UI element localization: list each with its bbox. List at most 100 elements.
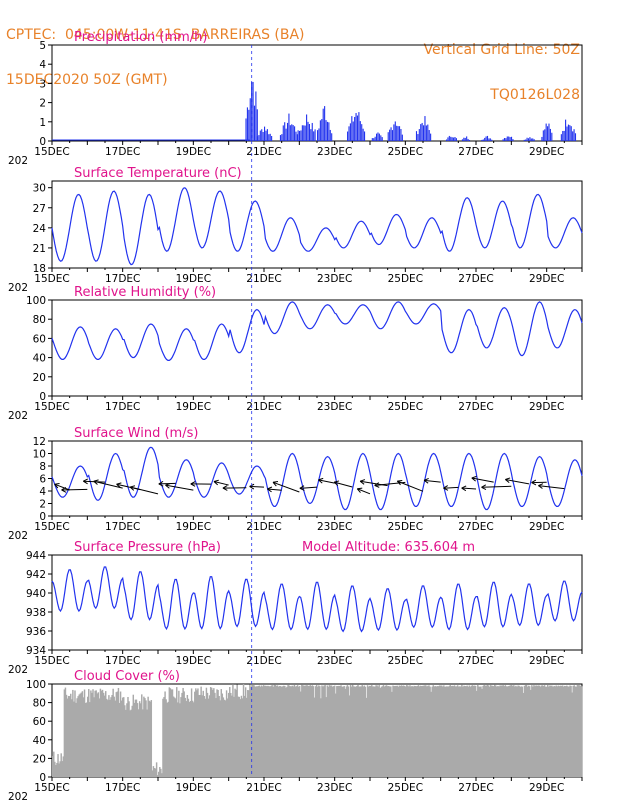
precip-bar <box>313 131 315 141</box>
cloud-bar <box>58 763 60 777</box>
cloud-bar <box>429 686 431 777</box>
cloud-bar <box>480 686 482 777</box>
cloud-bar <box>237 696 239 777</box>
x-axis-year-label: 202 <box>8 282 28 294</box>
panel-title: Surface Pressure (hPa) <box>74 540 221 555</box>
precip-bar <box>258 135 260 141</box>
cloud-bar <box>484 685 486 777</box>
cloud-bar <box>536 685 538 777</box>
cloud-bar <box>184 697 186 777</box>
cloud-bar <box>308 685 310 777</box>
panel-6: 0 20 40 60 80 100 15DEC 17DEC 19DEC 21DEC 23DEC 25D… <box>8 669 583 800</box>
cloud-bar <box>476 690 478 777</box>
cloud-bar <box>383 686 386 777</box>
cloud-bar <box>343 686 345 777</box>
cloud-bar <box>333 685 336 777</box>
precip-bar <box>396 125 398 141</box>
cloud-bar <box>130 709 132 777</box>
y-tick-label: 0 <box>39 772 46 784</box>
wind-arrow <box>443 486 459 489</box>
cloud-bar <box>478 686 480 777</box>
cloud-bar <box>501 685 503 777</box>
cloud-bar <box>112 688 114 777</box>
cloud-bar <box>417 685 420 777</box>
cloud-bar <box>406 685 408 777</box>
cloud-bar <box>314 686 317 777</box>
precip-bar <box>317 130 319 141</box>
x-tick-label: 15DEC <box>34 146 69 158</box>
cloud-bar <box>214 692 216 777</box>
precip-bar <box>503 138 506 141</box>
cloud-bar <box>317 686 319 777</box>
cloud-bar <box>225 690 228 777</box>
cloud-bar <box>262 685 265 777</box>
precip-bar <box>387 132 389 141</box>
cloud-bar <box>575 686 578 777</box>
cloud-bar <box>366 685 369 777</box>
cloud-bar <box>557 685 560 777</box>
cloud-bar <box>386 686 389 777</box>
cloud-bar <box>512 685 514 777</box>
cloud-bar <box>203 696 206 777</box>
precip-bar <box>509 137 511 141</box>
cloud-bar <box>116 691 119 777</box>
cloud-bar <box>62 756 65 777</box>
precip-bar <box>486 135 489 141</box>
cloud-bar <box>187 698 190 777</box>
cloud-bar <box>330 685 333 777</box>
cloud-bar <box>408 686 410 777</box>
precip-bar <box>318 128 320 141</box>
wind-arrow <box>334 481 353 488</box>
cloud-bar <box>285 687 287 777</box>
precip-bar <box>530 138 532 141</box>
cloud-bar <box>150 700 153 777</box>
x-tick-label: 23DEC <box>317 782 352 794</box>
cloud-bar <box>71 699 73 777</box>
y-tick-label: 1 <box>39 117 46 129</box>
cloud-bar <box>413 685 415 777</box>
precip-bar <box>401 134 403 141</box>
x-tick-label: 19DEC <box>176 655 211 667</box>
cloud-bar <box>197 688 199 777</box>
cloud-bar <box>54 761 56 777</box>
cloud-bar <box>452 686 455 777</box>
precip-bar <box>266 129 268 141</box>
cloud-bar <box>224 700 227 777</box>
cloud-bar <box>217 689 219 777</box>
cloud-bar <box>457 686 460 777</box>
precip-bar <box>262 132 264 141</box>
x-tick-label: 21DEC <box>246 782 281 794</box>
wind-arrow-head <box>396 480 403 486</box>
cloud-bar <box>307 685 309 777</box>
precip-bar <box>253 105 256 141</box>
precip-bar <box>484 137 486 141</box>
cloud-bar <box>117 687 120 777</box>
x-tick-label: 19DEC <box>176 782 211 794</box>
wind-arrow <box>505 478 530 485</box>
cloud-bar <box>553 685 555 777</box>
cloud-bar <box>486 684 489 777</box>
precip-bar <box>423 125 425 141</box>
cloud-bar <box>309 685 312 777</box>
x-tick-label: 19DEC <box>176 146 211 158</box>
precip-bar <box>304 125 306 141</box>
cloud-bar <box>447 686 449 777</box>
cloud-bar <box>95 690 97 777</box>
cloud-bar <box>289 686 291 777</box>
cloud-bar <box>350 686 353 777</box>
cloud-bar <box>119 691 122 777</box>
y-tick-label: 100 <box>26 679 46 691</box>
precip-bar <box>394 121 396 141</box>
cloud-bar <box>183 691 185 777</box>
cloud-bar <box>412 686 414 777</box>
precip-bar <box>359 121 361 141</box>
cloud-bar <box>454 686 457 777</box>
cloud-bar <box>462 686 464 777</box>
y-tick-label: 3 <box>39 78 46 90</box>
precip-bar <box>348 126 350 141</box>
precip-bar <box>463 137 465 141</box>
cloud-bar <box>253 685 255 777</box>
x-tick-label: 17DEC <box>105 146 140 158</box>
cloud-bar <box>573 685 575 777</box>
